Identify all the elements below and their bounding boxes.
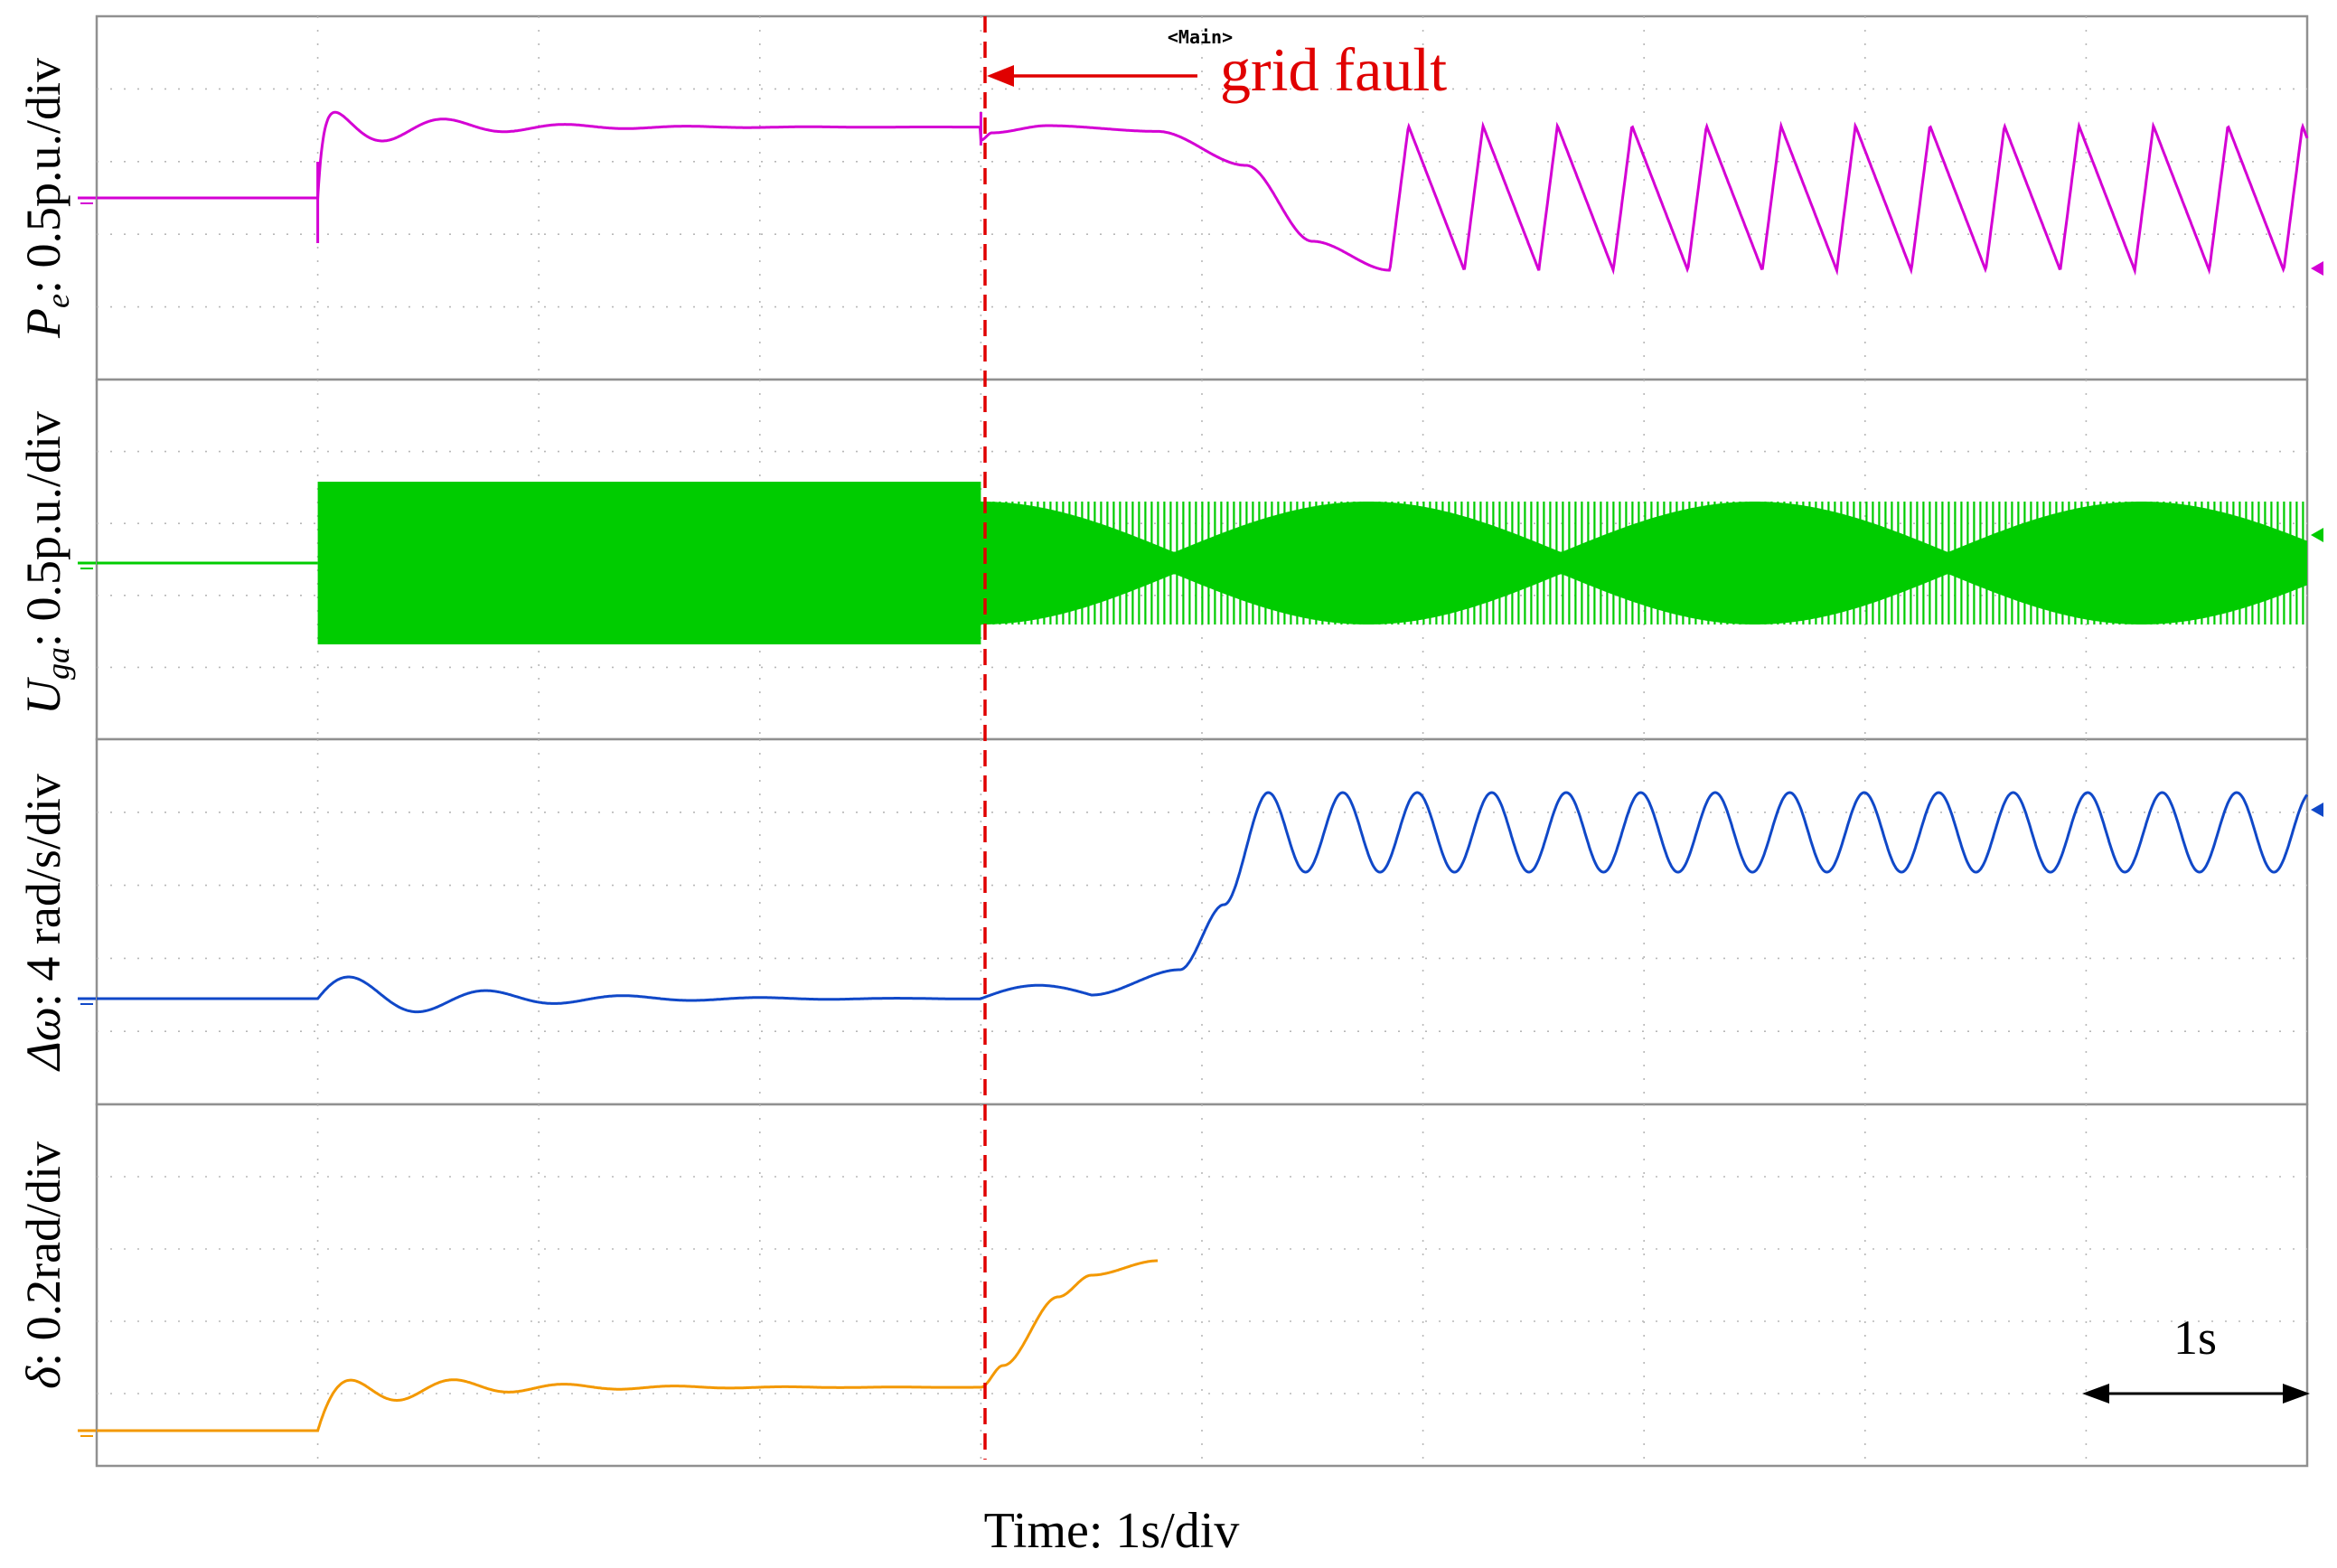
dw-channel-label: Δω: 4 rad/s/div [16, 774, 70, 1072]
dw-trace [97, 791, 2309, 1014]
panel-pe [95, 14, 2309, 381]
uga-trace-envelope [981, 502, 2307, 624]
traces-layer [78, 110, 2323, 1437]
grid-fault-annotation: grid fault [1220, 35, 1447, 104]
pe-label-subscript: e [40, 294, 76, 308]
uga-level-marker [2311, 528, 2323, 542]
grid-layer [97, 16, 2307, 1466]
panels-layer [95, 14, 2309, 1468]
uga-label-scale: : 0.5p.u./div [16, 411, 70, 647]
delta-trace [97, 1259, 1159, 1432]
delta-label-symbol: δ [16, 1366, 70, 1389]
pe-level-marker [2311, 261, 2323, 276]
delta-label-scale: : 0.2rad/div [16, 1141, 70, 1366]
main-marker: <Main> [1168, 26, 1233, 48]
uga-label-symbol: U [16, 677, 70, 715]
dw-label-scale: : 4 rad/s/div [16, 774, 70, 1007]
x-axis-label: Time: 1s/div [984, 1503, 1240, 1559]
uga-trace-prefault [317, 482, 981, 644]
scale-bar-label: 1s [2173, 1310, 2217, 1365]
dw-label-symbol: Δω [16, 1007, 70, 1072]
pe-channel-label: Pe: 0.5p.u./div [16, 58, 76, 339]
panel-delta [95, 1103, 2309, 1468]
grid-fault-arrow-head [987, 65, 1014, 87]
scale-bar-right-arrow [2283, 1384, 2310, 1404]
pe-label-scale: : 0.5p.u./div [16, 58, 70, 294]
pe-label-symbol: P [16, 308, 70, 339]
delta-channel-label: δ: 0.2rad/div [16, 1141, 70, 1389]
uga-channel-label: Uga: 0.5p.u./div [16, 411, 76, 715]
dw-level-marker [2311, 803, 2323, 817]
uga-label-subscript: ga [40, 647, 76, 680]
pe-trace [97, 110, 2309, 277]
scale-bar-left-arrow [2082, 1384, 2109, 1404]
